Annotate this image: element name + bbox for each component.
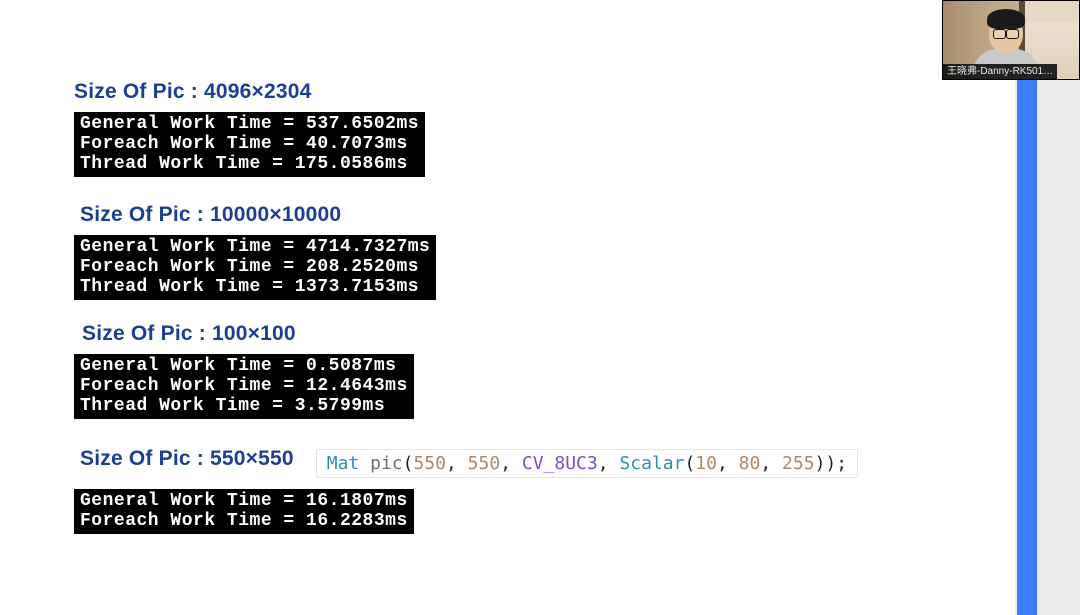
code-token-call: Scalar [619,453,684,474]
webcam-name-tag: 王晓弗-Danny-RK501… [943,64,1057,79]
code-token-punc: ( [403,453,414,474]
code-token-macro: CV_8UC3 [522,453,598,474]
section-heading: Size Of Pic : 100×100 [82,322,975,346]
slide: Size Of Pic : 4096×2304 General Work Tim… [0,0,1015,615]
terminal-line: General Work Time = 537.6502ms [80,114,419,134]
terminal-output: General Work Time = 16.1807ms Foreach Wo… [74,489,414,534]
code-token-num: 10 [695,453,717,474]
terminal-line: Thread Work Time = 3.5799ms [80,396,408,416]
heading-value: 100×100 [212,322,296,345]
code-snippet: Mat pic(550, 550, CV_8UC3, Scalar(10, 80… [316,449,858,478]
code-token-punc: , [446,453,468,474]
terminal-output: General Work Time = 0.5087ms Foreach Wor… [74,354,414,419]
section-heading: Size Of Pic : 10000×10000 [80,203,975,227]
terminal-line: General Work Time = 4714.7327ms [80,237,430,257]
code-token-num: 550 [468,453,501,474]
terminal-line: Foreach Work Time = 40.7073ms [80,134,419,154]
terminal-line: Foreach Work Time = 12.4643ms [80,376,408,396]
heading-label: Size Of Pic : [74,80,204,103]
terminal-line: Foreach Work Time = 208.2520ms [80,257,430,277]
code-token-type: Mat [327,453,360,474]
section-100x100: Size Of Pic : 100×100 General Work Time … [74,322,975,419]
heading-label: Size Of Pic : [80,203,210,226]
webcam-thumbnail[interactable]: 王晓弗-Danny-RK501… [942,0,1080,80]
section-10000x10000: Size Of Pic : 10000×10000 General Work T… [74,203,975,300]
code-token-punc: )); [815,453,848,474]
terminal-line: Thread Work Time = 1373.7153ms [80,277,430,297]
terminal-line: Thread Work Time = 175.0586ms [80,154,419,174]
code-token-punc [359,453,370,474]
slide-content: Size Of Pic : 4096×2304 General Work Tim… [74,80,975,550]
section-550x550: Size Of Pic : 550×550 Mat pic(550, 550, … [74,447,975,534]
code-token-num: 255 [782,453,815,474]
heading-label: Size Of Pic : [80,447,210,470]
code-token-punc: , [760,453,782,474]
code-token-num: 80 [739,453,761,474]
section-heading: Size Of Pic : 4096×2304 [74,80,975,104]
terminal-line: General Work Time = 0.5087ms [80,356,408,376]
heading-label: Size Of Pic : [82,322,212,345]
code-token-punc: , [598,453,620,474]
terminal-line: Foreach Work Time = 16.2283ms [80,511,408,531]
section-4096x2304: Size Of Pic : 4096×2304 General Work Tim… [74,80,975,177]
code-token-punc: ( [684,453,695,474]
code-token-ident: pic [370,453,403,474]
terminal-line: General Work Time = 16.1807ms [80,491,408,511]
section-heading: Size Of Pic : 550×550 [80,447,294,471]
heading-value: 4096×2304 [204,80,312,103]
code-token-punc: , [717,453,739,474]
code-token-punc: , [500,453,522,474]
heading-value: 550×550 [210,447,294,470]
accent-bar [1017,80,1037,615]
presentation-stage: Size Of Pic : 4096×2304 General Work Tim… [0,0,1080,615]
terminal-output: General Work Time = 537.6502ms Foreach W… [74,112,425,177]
heading-value: 10000×10000 [210,203,341,226]
code-token-num: 550 [413,453,446,474]
terminal-output: General Work Time = 4714.7327ms Foreach … [74,235,436,300]
